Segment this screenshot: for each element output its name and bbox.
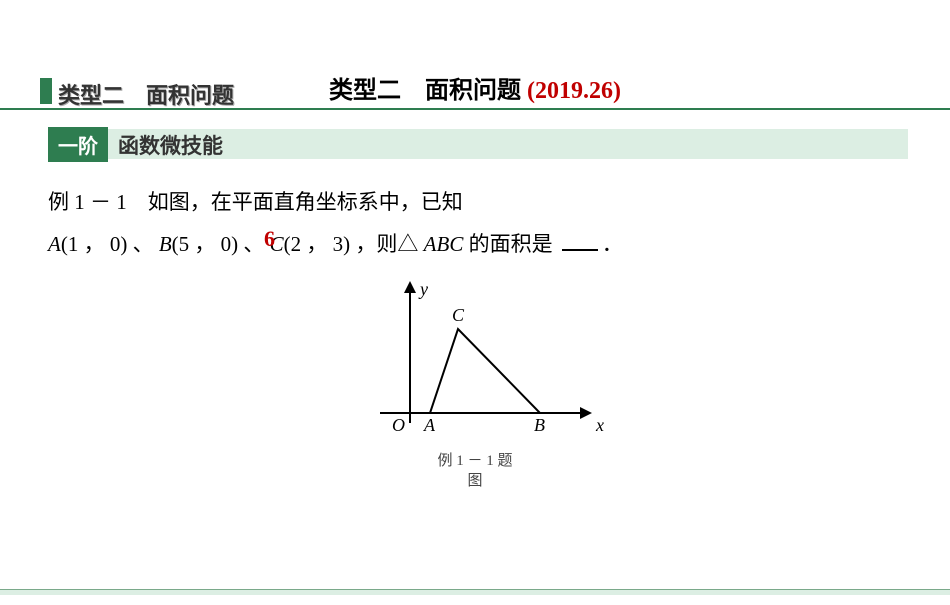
answer-value: 6: [264, 217, 275, 261]
point-b-coord: (5 ， 0): [172, 232, 239, 256]
triangle-abc: [430, 329, 540, 413]
problem-line2: A(1 ， 0) 、 B(5 ， 0) 、 C(2 ， 3) ，则△ ABC 的…: [48, 223, 902, 265]
point-b-label: B: [159, 232, 172, 256]
header-underline: [0, 108, 950, 110]
problem-line1: 例 1 － 1 如图，在平面直角坐标系中，已知: [48, 181, 902, 223]
abc-label: ABC: [424, 232, 464, 256]
point-c-coord: (2 ， 3): [284, 232, 351, 256]
figure-caption: 例 1 － 1 题 图: [0, 452, 950, 491]
figure-wrap: y x O A B C 例 1 － 1 题 图: [0, 273, 950, 491]
problem-text: 例 1 － 1 如图，在平面直角坐标系中，已知 A(1 ， 0) 、 B(5 ，…: [48, 181, 902, 265]
y-arrow-icon: [404, 281, 416, 293]
b-label: B: [534, 415, 545, 435]
y-axis-label: y: [418, 279, 428, 299]
caption-line1: 例 1 － 1 题: [0, 452, 950, 472]
x-arrow-icon: [580, 407, 592, 419]
footer-line: [0, 589, 950, 595]
header-title: 类型二 面积问题: [58, 78, 234, 110]
answer-blank: [562, 231, 598, 251]
origin-label: O: [392, 415, 405, 435]
header-bar: 类型二 面积问题: [0, 78, 950, 110]
period: ．: [602, 232, 623, 256]
a-label: A: [423, 415, 436, 435]
point-a-label: A: [48, 232, 61, 256]
sep1: 、: [127, 232, 159, 256]
point-a-coord: (1 ， 0): [61, 232, 128, 256]
tail-text: 的面积是: [463, 232, 558, 256]
caption-line2: 图: [0, 472, 950, 492]
section-badge: 一阶: [48, 127, 108, 162]
mid-text: ，则△: [350, 232, 424, 256]
section-label: 函数微技能: [118, 130, 223, 160]
coordinate-figure: y x O A B C: [340, 273, 610, 443]
c-label: C: [452, 305, 465, 325]
section-bar: 一阶 函数微技能: [48, 127, 950, 161]
header-accent: [40, 78, 52, 104]
x-axis-label: x: [595, 415, 604, 435]
